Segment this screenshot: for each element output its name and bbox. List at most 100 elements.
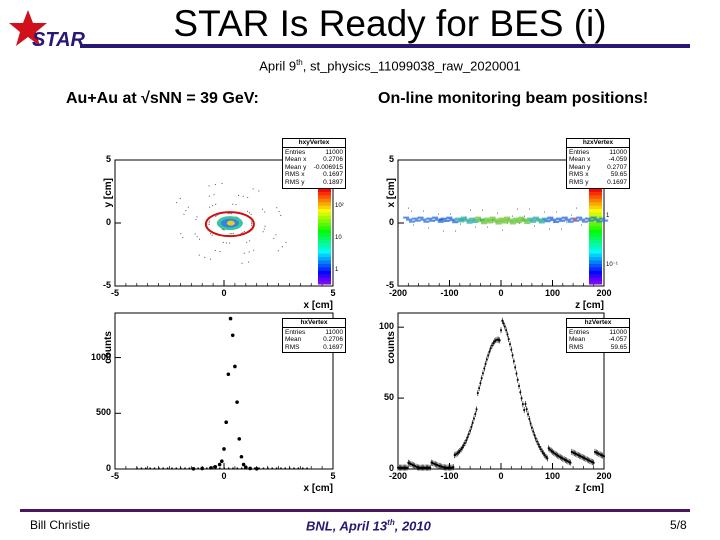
stat-label: RMS <box>569 343 584 351</box>
stat-box: hzxVertex Entries 11000 Mean x -4.059 Mean y 0… <box>566 138 630 189</box>
heatmap-cell <box>187 206 189 208</box>
slide-title: STAR Is Ready for BES (i) <box>173 3 607 44</box>
stat-value: 11000 <box>609 328 627 336</box>
heatmap-cell <box>507 222 508 224</box>
stat-row: Mean y -0.006915 <box>285 164 343 172</box>
heatmap-cell <box>227 213 229 215</box>
heatmap-cell <box>285 241 287 243</box>
data-point <box>547 447 550 450</box>
heatmap-cell <box>524 215 525 217</box>
data-point <box>451 466 453 469</box>
data-point <box>509 343 511 346</box>
data-point <box>214 467 217 469</box>
heatmap-cell <box>437 220 444 223</box>
data-point <box>541 450 544 453</box>
x-tick-label: -200 <box>388 471 407 481</box>
data-point <box>572 451 574 454</box>
heatmap-cell <box>440 217 447 220</box>
data-point <box>558 455 560 458</box>
data-point <box>175 467 178 469</box>
data-point <box>511 354 514 357</box>
data-point <box>443 466 446 469</box>
x-axis-label: z [cm] <box>575 483 604 494</box>
heatmap-cell <box>209 206 211 208</box>
y-tick-label: 50 <box>383 392 394 403</box>
heatmap-cell <box>518 216 525 221</box>
heatmap-cell <box>406 218 413 221</box>
x-tick-label: -5 <box>110 288 119 298</box>
stat-value: 11000 <box>325 328 343 336</box>
data-point <box>306 467 308 469</box>
heatmap-cell <box>277 250 279 252</box>
data-point <box>500 329 502 332</box>
heatmap-cell <box>475 216 482 221</box>
data-point <box>418 466 421 469</box>
data-point <box>483 367 486 370</box>
heatmap-cell <box>587 219 594 222</box>
data-point <box>524 403 527 405</box>
data-point <box>592 461 595 464</box>
data-point <box>507 338 510 341</box>
data-point <box>437 464 439 467</box>
heatmap-cell <box>457 219 464 223</box>
heatmap-cell <box>219 250 221 252</box>
data-point <box>531 426 533 429</box>
heatmap-cell <box>450 213 451 215</box>
data-point <box>232 467 234 469</box>
colorbar-cell <box>589 263 602 268</box>
stat-value: 0.2707 <box>607 163 627 171</box>
colorbar-cell <box>318 239 331 244</box>
data-point <box>226 372 231 377</box>
heatmap-cell <box>544 211 545 213</box>
heatmap-cell <box>180 233 182 235</box>
data-point <box>420 466 423 469</box>
heatmap-cell <box>208 220 210 222</box>
heatmap-cell <box>463 218 470 222</box>
heatmap-cell <box>215 215 217 217</box>
data-point <box>514 366 517 369</box>
stat-row: RMS y 0.1697 <box>569 179 627 187</box>
heatmap-cell <box>566 221 567 223</box>
heatmap-cell <box>515 219 522 224</box>
heatmap-cell <box>278 211 280 213</box>
colorbar-cell <box>589 277 602 282</box>
heatmap-cell <box>248 212 250 214</box>
stat-value: -4.057 <box>608 336 627 344</box>
data-point <box>528 418 531 420</box>
data-point <box>597 452 600 455</box>
data-point <box>162 467 164 469</box>
colorbar-cell <box>589 208 602 213</box>
data-point <box>545 455 547 458</box>
logo-text: STAR <box>32 29 86 51</box>
stat-box-title: hzxVertex <box>567 139 629 148</box>
y-tick-label: 500 <box>95 407 111 418</box>
data-point <box>549 448 551 451</box>
colorbar-cell <box>318 253 331 258</box>
x-tick-label: -5 <box>110 471 119 481</box>
heatmap-cell <box>229 213 231 215</box>
heatmap-cell <box>185 210 187 212</box>
data-point <box>440 465 443 468</box>
heatmap-cell <box>527 217 534 221</box>
heatmap-cell <box>248 261 250 263</box>
data-point <box>241 462 246 467</box>
data-point <box>554 452 556 455</box>
data-point <box>403 466 406 469</box>
heatmap-cell <box>196 236 198 238</box>
heatmap-cell <box>223 229 225 231</box>
heatmap-cell <box>211 234 213 236</box>
heatmap-cell <box>519 222 520 224</box>
data-point <box>435 463 438 466</box>
heatmap-cell <box>512 215 513 217</box>
data-point <box>409 463 412 465</box>
heatmap-cell <box>501 219 508 224</box>
heatmap-cell <box>544 219 551 223</box>
heatmap-cell <box>470 209 471 211</box>
heatmap-cell <box>403 216 410 219</box>
data-point <box>494 339 497 342</box>
data-point <box>398 466 401 469</box>
heatmap-cell <box>579 218 586 221</box>
data-point <box>424 466 426 469</box>
heatmap-cell <box>556 211 557 213</box>
heatmap-cell <box>264 211 266 213</box>
